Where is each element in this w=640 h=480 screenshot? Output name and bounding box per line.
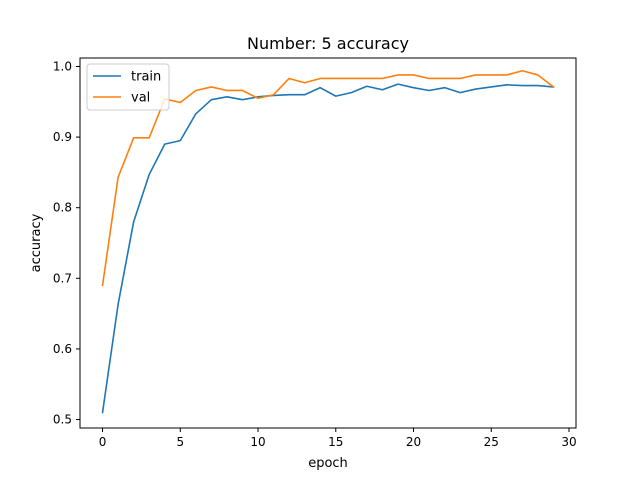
y-axis-ticks: 0.5 0.6 0.7 0.8 0.9 1.0 <box>53 59 80 427</box>
axes-frame <box>79 57 577 429</box>
x-tick-label: 10 <box>250 435 265 449</box>
x-tick-label: 20 <box>406 435 421 449</box>
x-tick-label: 0 <box>99 435 107 449</box>
x-axis-label: epoch <box>308 456 348 471</box>
chart-title: Number: 5 accuracy <box>247 34 409 53</box>
y-tick-label: 0.5 <box>53 413 72 427</box>
legend-label-val: val <box>131 91 150 106</box>
x-tick-label: 5 <box>176 435 184 449</box>
y-tick-label: 0.8 <box>53 201 72 215</box>
y-tick-label: 1.0 <box>53 59 72 73</box>
legend-label-train: train <box>131 70 161 85</box>
x-tick-label: 25 <box>484 435 499 449</box>
y-tick-label: 0.9 <box>53 130 72 144</box>
plot-lines <box>101 69 555 414</box>
x-axis-ticks: 0 5 10 15 20 25 30 <box>99 428 577 449</box>
series-line-train <box>101 83 555 414</box>
x-tick-label: 15 <box>328 435 343 449</box>
y-axis-label: accuracy <box>29 213 44 272</box>
y-tick-label: 0.6 <box>53 342 72 356</box>
legend: train val <box>86 63 170 111</box>
x-tick-label: 30 <box>561 435 576 449</box>
y-tick-label: 0.7 <box>53 271 72 285</box>
series-line-val <box>101 69 555 287</box>
